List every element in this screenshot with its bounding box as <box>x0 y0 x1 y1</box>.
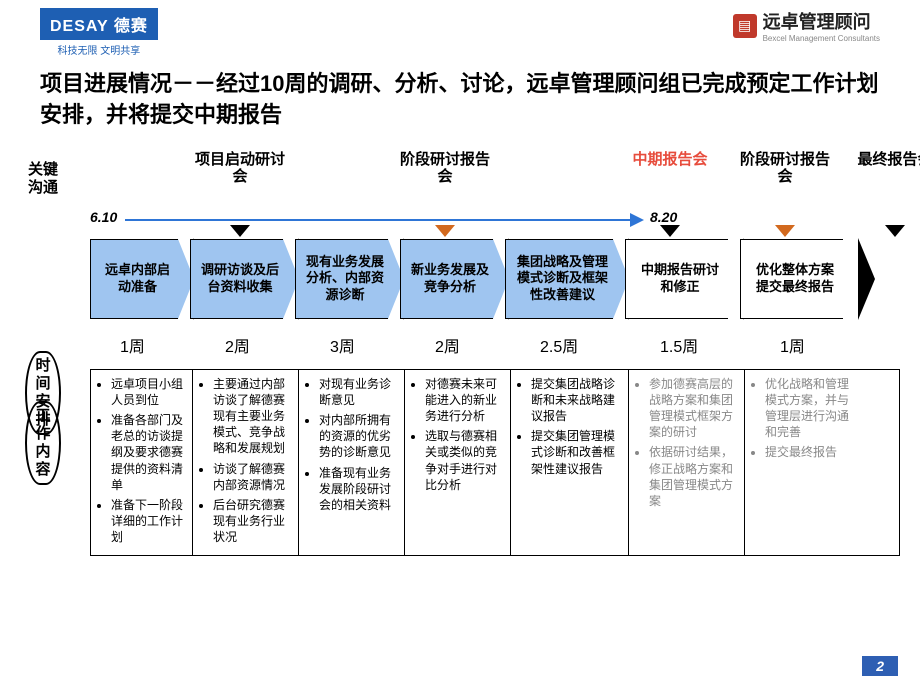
milestone-label: 项目启动研讨会 <box>195 151 285 186</box>
content-column: 对德赛未来可能进入的新业务进行分析选取与德赛相关或类似的竞争对手进行对比分析 <box>405 370 511 556</box>
milestone-label: 阶段研讨报告会 <box>740 151 830 186</box>
phase-label: 中期报告研讨和修正 <box>625 239 728 319</box>
timeline: 6.10 8.20 <box>90 211 900 231</box>
phase-chevron: 远卓内部启动准备 <box>90 239 194 319</box>
phase-chevron: 优化整体方案提交最终报告 <box>740 239 859 319</box>
phase-chevron: 新业务发展及竞争分析 <box>400 239 509 319</box>
phase-chevron: 中期报告研讨和修正 <box>625 239 744 319</box>
list-item: 依据研讨结果，修正战略方案和集团管理模式方案 <box>649 444 738 509</box>
arrow-line <box>125 219 630 221</box>
content-column: 提交集团战略诊断和未来战略建议报告提交集团管理模式诊断和改善框架性建议报告 <box>511 370 629 556</box>
phase-label: 优化整体方案提交最终报告 <box>740 239 843 319</box>
date-mid: 8.20 <box>650 209 677 225</box>
marker-orange-icon <box>435 225 455 237</box>
logo-right: 远卓管理顾问 <box>763 8 880 34</box>
list-item: 访谈了解德赛内部资源情况 <box>213 461 292 493</box>
duration-label: 3周 <box>330 333 355 357</box>
content-column: 优化战略和管理模式方案，并与管理层进行沟通和完善提交最终报告 <box>745 370 861 556</box>
logo-right-wrap: ▤ 远卓管理顾问 Bexcel Management Consultants <box>733 8 880 43</box>
list-item: 准备各部门及老总的访谈提纲及要求德赛提供的资料清单 <box>111 412 186 493</box>
phase-chevron: 集团战略及管理模式诊断及框架性改善建议 <box>505 239 629 319</box>
phase-label: 现有业务发展分析、内部资源诊断 <box>295 239 388 319</box>
content-column: 远卓项目小组人员到位准备各部门及老总的访谈提纲及要求德赛提供的资料清单准备下一阶… <box>91 370 193 556</box>
content-column: 对现有业务诊断意见对内部所拥有的资源的优劣势的诊断意见准备现有业务发展阶段研讨会… <box>299 370 405 556</box>
list-item: 对德赛未来可能进入的新业务进行分析 <box>425 376 504 425</box>
date-start: 6.10 <box>90 209 117 225</box>
list-item: 提交集团管理模式诊断和改善框架性建议报告 <box>531 428 622 477</box>
duration-label: 1周 <box>780 333 805 357</box>
phase-chevron: 现有业务发展分析、内部资源诊断 <box>295 239 404 319</box>
marker-orange-icon <box>775 225 795 237</box>
content-column: 参加德赛高层的战略方案和集团管理模式框架方案的研讨依据研讨结果，修正战略方案和集… <box>629 370 745 556</box>
duration-label: 2.5周 <box>540 333 578 357</box>
duration-label: 2周 <box>435 333 460 357</box>
arrow-head-icon <box>630 213 644 227</box>
header: DESAY 德赛 科技无限 文明共享 ▤ 远卓管理顾问 Bexcel Manag… <box>0 0 920 61</box>
phase-label: 调研访谈及后台资料收集 <box>190 239 283 319</box>
label-work: 工作内容 <box>25 401 61 485</box>
phase-label: 集团战略及管理模式诊断及框架性改善建议 <box>505 239 613 319</box>
phases-row: 远卓内部启动准备调研访谈及后台资料收集现有业务发展分析、内部资源诊断新业务发展及… <box>90 239 900 329</box>
list-item: 准备下一阶段详细的工作计划 <box>111 497 186 546</box>
label-comm: 关键沟通 <box>25 161 61 197</box>
phase-label: 远卓内部启动准备 <box>90 239 178 319</box>
diagram: 关键沟通 项目启动研讨会 阶段研讨报告会 中期报告会 阶段研讨报告会 最终报告会 6.1… <box>0 151 920 557</box>
marker-black-icon <box>885 225 905 237</box>
list-item: 提交最终报告 <box>765 444 855 460</box>
page-number: 2 <box>862 656 898 676</box>
milestones-row: 项目启动研讨会阶段研讨报告会中期报告会阶段研讨报告会最终报告会 <box>90 151 900 211</box>
chevron-right-icon <box>843 239 859 319</box>
logo-left: DESAY 德赛 <box>40 8 158 40</box>
page-title: 项目进展情况－－经过10周的调研、分析、讨论，远卓管理顾问组已完成预定工作计划安… <box>0 61 920 151</box>
content-column: 主要通过内部访谈了解德赛现有主要业务模式、竞争战略和发展规划访谈了解德赛内部资源… <box>193 370 299 556</box>
phase-chevron: 调研访谈及后台资料收集 <box>190 239 299 319</box>
duration-label: 1.5周 <box>660 333 698 357</box>
list-item: 远卓项目小组人员到位 <box>111 376 186 408</box>
logo-right-sub: Bexcel Management Consultants <box>763 34 880 43</box>
list-item: 提交集团战略诊断和未来战略建议报告 <box>531 376 622 425</box>
durations-row: 1周 2周 3周 2周 2.5周 1.5周 1周 <box>90 333 900 363</box>
milestone-label: 中期报告会 <box>625 151 715 168</box>
list-item: 对内部所拥有的资源的优劣势的诊断意见 <box>319 412 398 461</box>
duration-label: 2周 <box>225 333 250 357</box>
book-icon: ▤ <box>733 14 757 38</box>
milestone-label: 阶段研讨报告会 <box>400 151 490 186</box>
phase-label: 新业务发展及竞争分析 <box>400 239 493 319</box>
logo-left-sub: 科技无限 文明共享 <box>40 42 158 57</box>
marker-black-icon <box>660 225 680 237</box>
milestone-label: 最终报告会 <box>850 151 920 168</box>
duration-label: 1周 <box>120 333 145 357</box>
list-item: 对现有业务诊断意见 <box>319 376 398 408</box>
marker-black-icon <box>230 225 250 237</box>
logo-left-wrap: DESAY 德赛 科技无限 文明共享 <box>40 8 158 57</box>
content-row: 远卓项目小组人员到位准备各部门及老总的访谈提纲及要求德赛提供的资料清单准备下一阶… <box>90 369 900 557</box>
list-item: 优化战略和管理模式方案，并与管理层进行沟通和完善 <box>765 376 855 441</box>
list-item: 选取与德赛相关或类似的竞争对手进行对比分析 <box>425 428 504 493</box>
list-item: 主要通过内部访谈了解德赛现有主要业务模式、竞争战略和发展规划 <box>213 376 292 457</box>
content-box: 远卓项目小组人员到位准备各部门及老总的访谈提纲及要求德赛提供的资料清单准备下一阶… <box>90 369 900 557</box>
list-item: 参加德赛高层的战略方案和集团管理模式框架方案的研讨 <box>649 376 738 441</box>
list-item: 准备现有业务发展阶段研讨会的相关资料 <box>319 465 398 514</box>
list-item: 后台研究德赛现有业务行业状况 <box>213 497 292 546</box>
